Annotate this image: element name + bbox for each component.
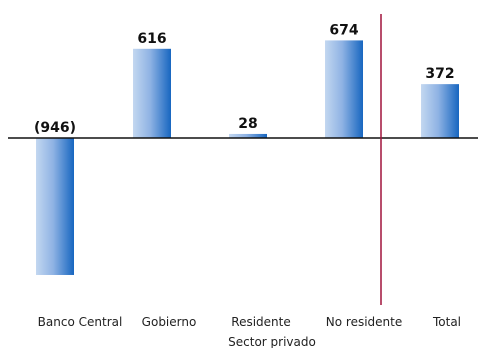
bar-residente [229,133,267,138]
data-label: (946) [34,120,76,136]
data-label: 674 [329,22,358,38]
data-label: 372 [425,66,454,82]
bar-gobierno [133,48,171,138]
category-label: Gobierno [142,315,197,329]
group-label: Sector privado [228,335,316,348]
category-label: Total [432,315,461,329]
category-label: No residente [326,315,402,329]
data-label: 616 [137,31,166,47]
category-label: Residente [231,315,290,329]
data-label: 28 [238,116,257,132]
category-label: Banco Central [38,315,123,329]
bar-total [421,84,459,138]
bar-banco-central [36,138,74,275]
bar-no-residente [325,40,363,138]
